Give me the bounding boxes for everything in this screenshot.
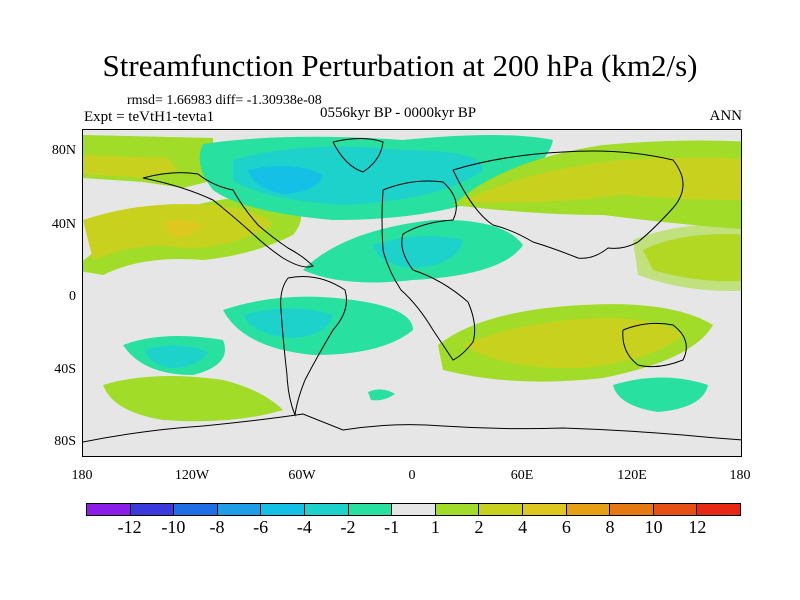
colorbar-swatch xyxy=(217,504,262,515)
coastline xyxy=(622,322,687,368)
colorbar-swatch xyxy=(610,504,654,515)
coastline xyxy=(452,150,684,259)
colorbar-label: 4 xyxy=(518,517,528,537)
lon-label-60e: 60E xyxy=(510,468,534,483)
season-label: ANN xyxy=(709,108,743,124)
lon-label-180e: 180 xyxy=(729,468,751,483)
colorbar-label: 1 xyxy=(430,517,440,537)
map-panel xyxy=(82,129,742,457)
colorbar-label: 10 xyxy=(644,517,663,537)
colorbar-swatch xyxy=(653,504,698,515)
period-label: 0556kyr BP - 0000kyr BP xyxy=(320,105,477,121)
stats-text: rmsd= 1.66983 diff= -1.30938e-08 xyxy=(127,93,322,108)
colorbar-swatch xyxy=(261,504,305,515)
coastline xyxy=(83,413,741,443)
colorbar-label: 2 xyxy=(474,517,484,537)
colorbar-label: -6 xyxy=(253,517,269,537)
colorbar-swatch xyxy=(130,504,175,515)
contour-region xyxy=(248,166,323,194)
colorbar-swatch xyxy=(392,504,436,515)
colorbar-swatch xyxy=(304,504,349,515)
contour-region xyxy=(163,219,203,237)
colorbar-swatch xyxy=(697,504,740,515)
colorbar-label: 6 xyxy=(561,517,571,537)
colorbar-swatch xyxy=(87,504,131,515)
contour-region xyxy=(463,318,683,369)
colorbar-swatch xyxy=(174,504,218,515)
map-field xyxy=(83,130,741,456)
experiment-label: Expt = teVtH1-tevta1 xyxy=(84,109,215,125)
lat-label-40s: 40S xyxy=(54,362,76,377)
colorbar-swatch xyxy=(435,504,480,515)
lat-label-40n: 40N xyxy=(51,217,76,232)
colorbar-label: -10 xyxy=(161,517,186,537)
lon-label-0: 0 xyxy=(408,468,416,483)
contour-region xyxy=(463,157,741,203)
lat-label-80s: 80S xyxy=(54,434,76,449)
coastline xyxy=(280,276,347,417)
colorbar-swatch xyxy=(348,504,393,515)
colorbar-swatch xyxy=(522,504,567,515)
coastline xyxy=(381,180,476,361)
contour-region xyxy=(633,224,741,291)
colorbar-label: -12 xyxy=(117,517,142,537)
lon-label-180w: 180 xyxy=(71,468,93,483)
colorbar-label: -4 xyxy=(296,517,312,537)
map-title: Streamfunction Perturbation at 200 hPa (… xyxy=(102,48,698,83)
contour-region xyxy=(368,389,395,401)
colorbar-label: -8 xyxy=(209,517,225,537)
contour-region xyxy=(103,376,283,422)
contour-region xyxy=(145,345,208,368)
lat-label-80n: 80N xyxy=(51,143,76,158)
lat-label-0: 0 xyxy=(69,289,76,304)
contour-region xyxy=(83,155,178,178)
colorbar-swatch xyxy=(479,504,523,515)
colorbar-swatch xyxy=(566,504,611,515)
contour-region xyxy=(613,377,708,412)
colorbar-label: 8 xyxy=(605,517,615,537)
lon-label-60w: 60W xyxy=(288,468,316,483)
lon-label-120w: 120W xyxy=(174,468,210,483)
contour-region xyxy=(373,236,463,268)
colorbar-label: -1 xyxy=(384,517,400,537)
colorbar xyxy=(86,503,741,516)
coastline xyxy=(332,138,384,173)
colorbar-label: 12 xyxy=(688,517,707,537)
colorbar-label: -2 xyxy=(340,517,356,537)
coastline xyxy=(142,172,314,268)
lon-label-120e: 120E xyxy=(617,468,647,483)
contour-region xyxy=(243,308,333,338)
